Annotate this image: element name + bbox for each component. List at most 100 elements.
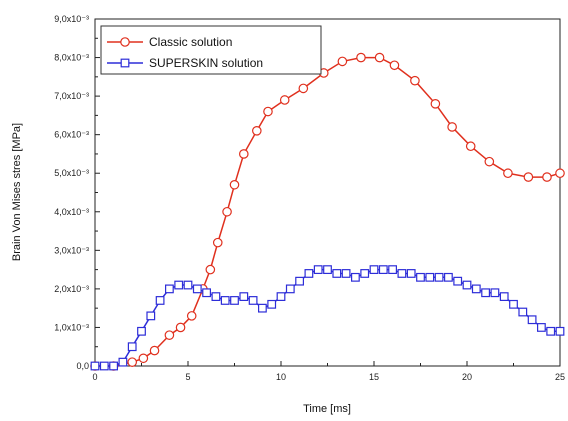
data-point bbox=[523, 172, 534, 182]
data-point bbox=[174, 280, 184, 290]
data-point bbox=[304, 269, 314, 278]
data-point bbox=[389, 60, 400, 71]
series-line bbox=[95, 56, 561, 367]
series-2 bbox=[90, 265, 565, 371]
data-point bbox=[298, 83, 309, 94]
data-point bbox=[406, 269, 416, 278]
legend-label: Classic solution bbox=[149, 35, 232, 49]
x-tick-label: 15 bbox=[369, 372, 379, 382]
data-point bbox=[211, 292, 221, 301]
y-tick-label: 0,0 bbox=[76, 361, 89, 371]
data-point bbox=[118, 357, 128, 367]
data-point bbox=[164, 330, 175, 340]
x-tick-label: 0 bbox=[92, 372, 97, 382]
legend-marker bbox=[120, 58, 130, 68]
data-point bbox=[397, 269, 407, 278]
data-point bbox=[155, 296, 165, 305]
data-point bbox=[212, 237, 223, 248]
data-point bbox=[183, 280, 193, 290]
data-point bbox=[388, 265, 397, 275]
y-tick-label: 7,0x10⁻³ bbox=[54, 91, 89, 101]
series-1 bbox=[90, 52, 565, 371]
data-point bbox=[127, 357, 137, 367]
data-point bbox=[149, 345, 160, 356]
data-point bbox=[186, 311, 197, 321]
data-point bbox=[202, 288, 212, 298]
x-tick-label: 5 bbox=[185, 372, 190, 382]
data-point bbox=[263, 106, 273, 117]
data-point bbox=[175, 322, 186, 333]
data-point bbox=[109, 361, 119, 371]
data-point bbox=[323, 265, 332, 275]
data-point bbox=[351, 272, 360, 282]
y-tick-label: 1,0x10⁻³ bbox=[54, 322, 89, 332]
data-point bbox=[205, 264, 216, 275]
data-point bbox=[230, 296, 239, 305]
data-point bbox=[239, 292, 249, 301]
data-point bbox=[285, 284, 295, 294]
legend-box bbox=[100, 25, 322, 75]
data-point bbox=[137, 326, 146, 336]
data-point bbox=[332, 269, 342, 278]
data-point bbox=[146, 311, 156, 321]
y-tick-label: 5,0x10⁻³ bbox=[54, 168, 89, 178]
data-point bbox=[378, 265, 388, 275]
legend-label: SUPERSKIN solution bbox=[149, 56, 263, 70]
y-tick-label: 4,0x10⁻³ bbox=[54, 207, 89, 217]
legend-item: Classic solution bbox=[107, 35, 232, 49]
data-point bbox=[138, 353, 149, 364]
data-point bbox=[192, 284, 202, 294]
data-point bbox=[555, 168, 565, 179]
data-point bbox=[222, 206, 232, 217]
data-point bbox=[295, 276, 304, 286]
data-point bbox=[484, 156, 495, 167]
legend-item: SUPERSKIN solution bbox=[107, 56, 263, 70]
data-point bbox=[453, 276, 463, 286]
data-point bbox=[481, 288, 490, 298]
data-point bbox=[276, 292, 286, 301]
series-line bbox=[95, 268, 560, 367]
x-axis: 0 5 10 15 20 25 bbox=[92, 361, 565, 382]
data-point bbox=[430, 99, 441, 109]
data-point bbox=[462, 280, 472, 290]
y-tick-label: 9,0x10⁻³ bbox=[54, 14, 89, 24]
data-point bbox=[279, 95, 290, 105]
data-point bbox=[165, 284, 174, 294]
data-point bbox=[447, 122, 457, 132]
data-point bbox=[542, 172, 552, 182]
y-tick-label: 2,0x10⁻³ bbox=[54, 284, 89, 294]
data-point bbox=[99, 361, 109, 371]
y-tick-label: 3,0x10⁻³ bbox=[54, 245, 89, 255]
x-tick-label: 20 bbox=[462, 372, 472, 382]
data-point bbox=[555, 326, 565, 336]
data-point bbox=[465, 141, 476, 152]
data-point bbox=[410, 75, 420, 86]
x-tick-label: 10 bbox=[276, 372, 286, 382]
data-point bbox=[416, 272, 425, 282]
data-point bbox=[499, 292, 509, 301]
y-axis: 0,0 1,0x10⁻³ 2,0x10⁻³ 3,0x10⁻³ 4,0x10⁻³ 5,0x1… bbox=[54, 14, 100, 371]
data-point bbox=[360, 269, 370, 278]
data-point bbox=[267, 299, 277, 309]
data-point bbox=[546, 326, 556, 336]
data-point bbox=[490, 288, 500, 298]
data-point bbox=[258, 303, 267, 313]
y-axis-title: Brain Von Mises stres [MPa] bbox=[11, 123, 23, 261]
data-point bbox=[425, 272, 435, 282]
data-point bbox=[90, 361, 100, 371]
data-point bbox=[220, 296, 230, 305]
data-point bbox=[356, 52, 366, 63]
data-point bbox=[527, 315, 537, 325]
y-tick-label: 8,0x10⁻³ bbox=[54, 53, 89, 63]
data-point bbox=[369, 265, 379, 275]
data-point bbox=[509, 299, 518, 309]
data-point bbox=[434, 272, 444, 282]
x-tick-label: 25 bbox=[555, 372, 565, 382]
data-point bbox=[248, 296, 258, 305]
data-point bbox=[471, 284, 481, 294]
data-point bbox=[503, 168, 513, 179]
legend-marker bbox=[120, 37, 130, 47]
data-point bbox=[536, 323, 546, 332]
data-point bbox=[229, 179, 240, 190]
